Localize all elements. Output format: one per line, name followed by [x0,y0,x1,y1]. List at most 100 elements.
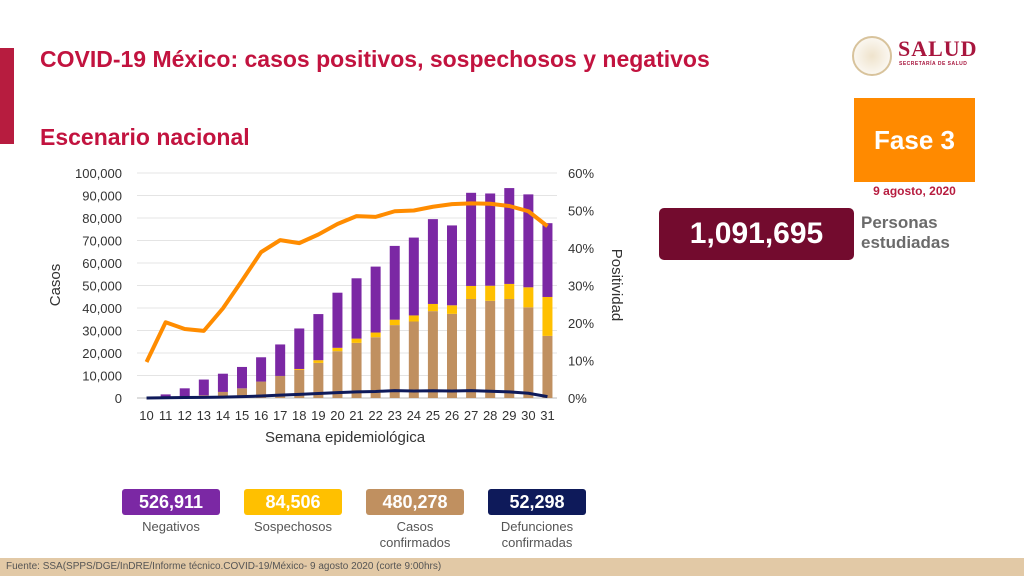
bar-sospechosos [485,285,496,301]
bar-sospechosos [389,319,400,326]
x-tick-label: 30 [521,408,535,423]
bar-sospechosos [351,338,362,343]
bar-sospechosos [504,283,515,299]
bar-negativos [466,192,477,286]
y-axis-label: Casos [47,264,64,307]
y2-tick-label: 50% [568,204,594,219]
total-label-line: Negativos [142,519,200,534]
bar-sospechosos [332,347,343,352]
bar-negativos [408,237,419,316]
bar-negativos [275,344,286,376]
report-date: 9 agosto, 2020 [873,184,956,198]
studied-label-line1: Personas [861,213,938,232]
bar-confirmados [332,351,343,398]
y-tick-label: 10,000 [82,369,122,384]
y-tick-label: 80,000 [82,211,122,226]
logo-text: SALUD [898,36,978,61]
y-tick-label: 0 [115,391,122,406]
bar-negativos [504,188,515,284]
bar-confirmados [237,388,247,398]
bar-confirmados [370,337,381,398]
bar-sospechosos [370,332,381,338]
x-tick-label: 15 [235,408,249,423]
line-defunciones [146,389,548,400]
y2-tick-label: 20% [568,316,594,331]
studied-label-line2: estudiadas [861,233,950,252]
x-axis-label: Semana epidemiológica [265,429,426,446]
y2-tick-label: 30% [568,279,594,294]
phase-badge: Fase 3 [854,98,975,182]
logo-subtext: SECRETARÍA DE SALUD [899,61,968,67]
x-tick-label: 31 [540,408,554,423]
x-tick-label: 25 [426,408,440,423]
bar-negativos [198,379,209,396]
total-value-box: 480,278 [366,489,464,515]
bar-negativos [294,328,305,369]
bar-negativos [313,314,324,361]
y-tick-label: 50,000 [82,279,122,294]
y2-tick-label: 10% [568,354,594,369]
bar-confirmados [313,362,324,398]
bar-confirmados [447,313,457,398]
bar-negativos [160,394,171,398]
seal-icon [852,36,892,76]
bar-sospechosos [408,315,419,322]
x-tick-label: 17 [273,408,287,423]
bar-confirmados [523,307,534,398]
bar-confirmados [217,391,228,398]
bar-negativos [523,194,534,288]
bar-negativos [217,373,228,392]
bar-confirmados [427,311,438,398]
bar-negativos [427,219,438,304]
total-value-box: 526,911 [122,489,220,515]
total-label-line: confirmadas [501,535,573,550]
total-label: Negativos [106,519,236,535]
bar-negativos [370,266,381,333]
bar-sospechosos [313,360,324,363]
bar-confirmados [294,369,305,398]
x-tick-label: 12 [177,408,191,423]
bar-confirmados [351,342,362,398]
y-tick-label: 20,000 [82,346,122,361]
bar-negativos [237,366,247,389]
bar-negativos [351,278,362,339]
bar-confirmados [256,381,267,398]
salud-logo: SALUD SECRETARÍA DE SALUD [852,36,982,76]
total-label: Defunciones confirmadas [472,519,602,551]
x-tick-label: 29 [502,408,516,423]
bar-sospechosos [427,303,438,312]
bar-sospechosos [542,296,553,336]
bar-sospechosos [294,368,305,370]
bar-sospechosos [447,305,457,314]
total-label-line: confirmados [379,535,451,550]
bar-confirmados [504,299,515,398]
y-tick-label: 30,000 [82,324,122,339]
total-label-line: Sospechosos [253,519,333,534]
y-tick-label: 100,000 [75,166,122,181]
y-tick-label: 70,000 [82,234,122,249]
bar-negativos [389,245,400,320]
bar-negativos [332,292,343,348]
bar-sospechosos [523,287,534,308]
bar-confirmados [275,375,286,398]
y2-tick-label: 60% [568,166,594,181]
y-tick-label: 40,000 [82,301,122,316]
total-value-box: 52,298 [488,489,586,515]
x-tick-label: 22 [368,408,382,423]
x-tick-label: 24 [407,408,421,423]
bar-negativos [542,223,553,297]
bar-negativos [485,193,496,286]
y2-axis-label: Positividad [608,249,625,322]
total-label-line: Defunciones [500,519,574,534]
x-tick-label: 19 [311,408,325,423]
studied-count: 1,091,695 [659,208,854,260]
x-tick-label: 21 [349,408,363,423]
bar-confirmados [542,335,553,398]
x-tick-label: 28 [483,408,497,423]
page-title: COVID-19 México: casos positivos, sospec… [40,46,710,72]
x-tick-label: 16 [254,408,268,423]
line-positividad [144,201,549,363]
y-tick-label: 90,000 [82,189,122,204]
x-tick-label: 10 [139,408,153,423]
